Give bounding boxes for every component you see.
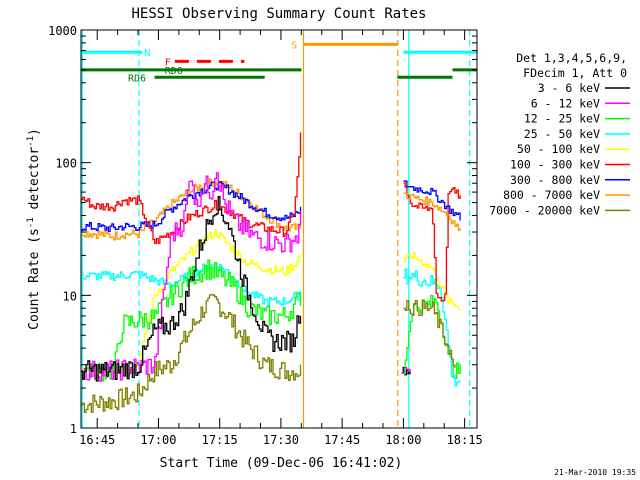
x-tick-label: 18:00 bbox=[385, 433, 421, 447]
legend-entry-3-6-kev: 3 - 6 keV bbox=[538, 81, 600, 95]
y-axis-label-mid: detector bbox=[27, 147, 42, 218]
legend-entry-300-800-kev: 300 - 800 keV bbox=[510, 173, 600, 187]
series-after-800-7000-kev bbox=[403, 192, 461, 231]
y-tick-label: 1000 bbox=[48, 24, 77, 38]
legend-entry-7000-20000-kev: 7000 - 20000 keV bbox=[489, 203, 600, 217]
data-layer bbox=[81, 30, 471, 428]
x-tick-label: 17:00 bbox=[140, 433, 176, 447]
legend-entry-12-25-kev: 12 - 25 keV bbox=[524, 112, 600, 126]
y-axis-label-main: Count Rate (s bbox=[27, 228, 42, 330]
series-7000-20000-kev bbox=[81, 294, 302, 414]
plot-frame bbox=[80, 29, 478, 429]
x-tick-label: 17:30 bbox=[263, 433, 299, 447]
series-12-25-kev bbox=[81, 259, 302, 382]
legend-entry-25-50-kev: 25 - 50 keV bbox=[524, 127, 600, 141]
y-axis-label: Count Rate (s-1 detector-1) bbox=[26, 128, 42, 330]
legend-header-2: FDecim 1, Att 0 bbox=[523, 66, 627, 80]
flag-label-s: S bbox=[291, 40, 297, 51]
legend-entry-6-12-kev: 6 - 12 keV bbox=[531, 96, 600, 110]
y-tick-label: 10 bbox=[63, 289, 77, 303]
series-3-6-kev bbox=[81, 195, 302, 382]
series-after-3-6-kev bbox=[401, 366, 411, 376]
flag-label-n: N bbox=[144, 48, 150, 59]
timestamp: 21-Mar-2010 19:35 bbox=[554, 468, 636, 477]
series-after-6-12-kev bbox=[401, 366, 411, 374]
legend-entry-100-300-kev: 100 - 300 keV bbox=[510, 158, 600, 172]
legend-header-1: Det 1,3,4,5,6,9, bbox=[516, 51, 627, 65]
flag-label-rd0: RD0 bbox=[165, 66, 183, 77]
y-axis-label-sup1: -1 bbox=[26, 217, 36, 228]
y-tick-label: 1 bbox=[70, 422, 77, 436]
x-tick-label: 17:45 bbox=[324, 433, 360, 447]
legend-entry-800-7000-kev: 800 - 7000 keV bbox=[503, 188, 600, 202]
legend-entry-50-100-kev: 50 - 100 keV bbox=[517, 142, 600, 156]
series-after-25-50-kev bbox=[403, 268, 461, 387]
series-800-7000-kev bbox=[81, 178, 302, 241]
flag-label-f: F bbox=[165, 57, 171, 68]
axes-layer: 1 10 100 1000 16:45 17:00 17:15 17:30 17:45 18:00… bbox=[48, 24, 483, 447]
series-100-300-kev bbox=[81, 132, 302, 245]
series-after-7000-20000-kev bbox=[403, 299, 456, 368]
series-after-50-100-kev bbox=[403, 252, 461, 311]
x-tick-label: 17:15 bbox=[202, 433, 238, 447]
y-tick-label: 100 bbox=[55, 157, 77, 171]
series-after-100-300-kev bbox=[403, 182, 461, 302]
flag-label-rd6: RD6 bbox=[128, 73, 146, 84]
chart-title: HESSI Observing Summary Count Rates bbox=[131, 6, 426, 22]
series-300-800-kev bbox=[81, 181, 302, 233]
series-after-300-800-kev bbox=[403, 180, 461, 221]
y-axis-label-end: ) bbox=[27, 128, 42, 136]
x-tick-label: 18:15 bbox=[447, 433, 483, 447]
y-axis-label-sup2: -1 bbox=[26, 136, 36, 147]
x-axis-label: Start Time (09-Dec-06 16:41:02) bbox=[160, 456, 403, 471]
x-tick-label: 16:45 bbox=[79, 433, 115, 447]
series-6-12-kev bbox=[81, 172, 302, 382]
